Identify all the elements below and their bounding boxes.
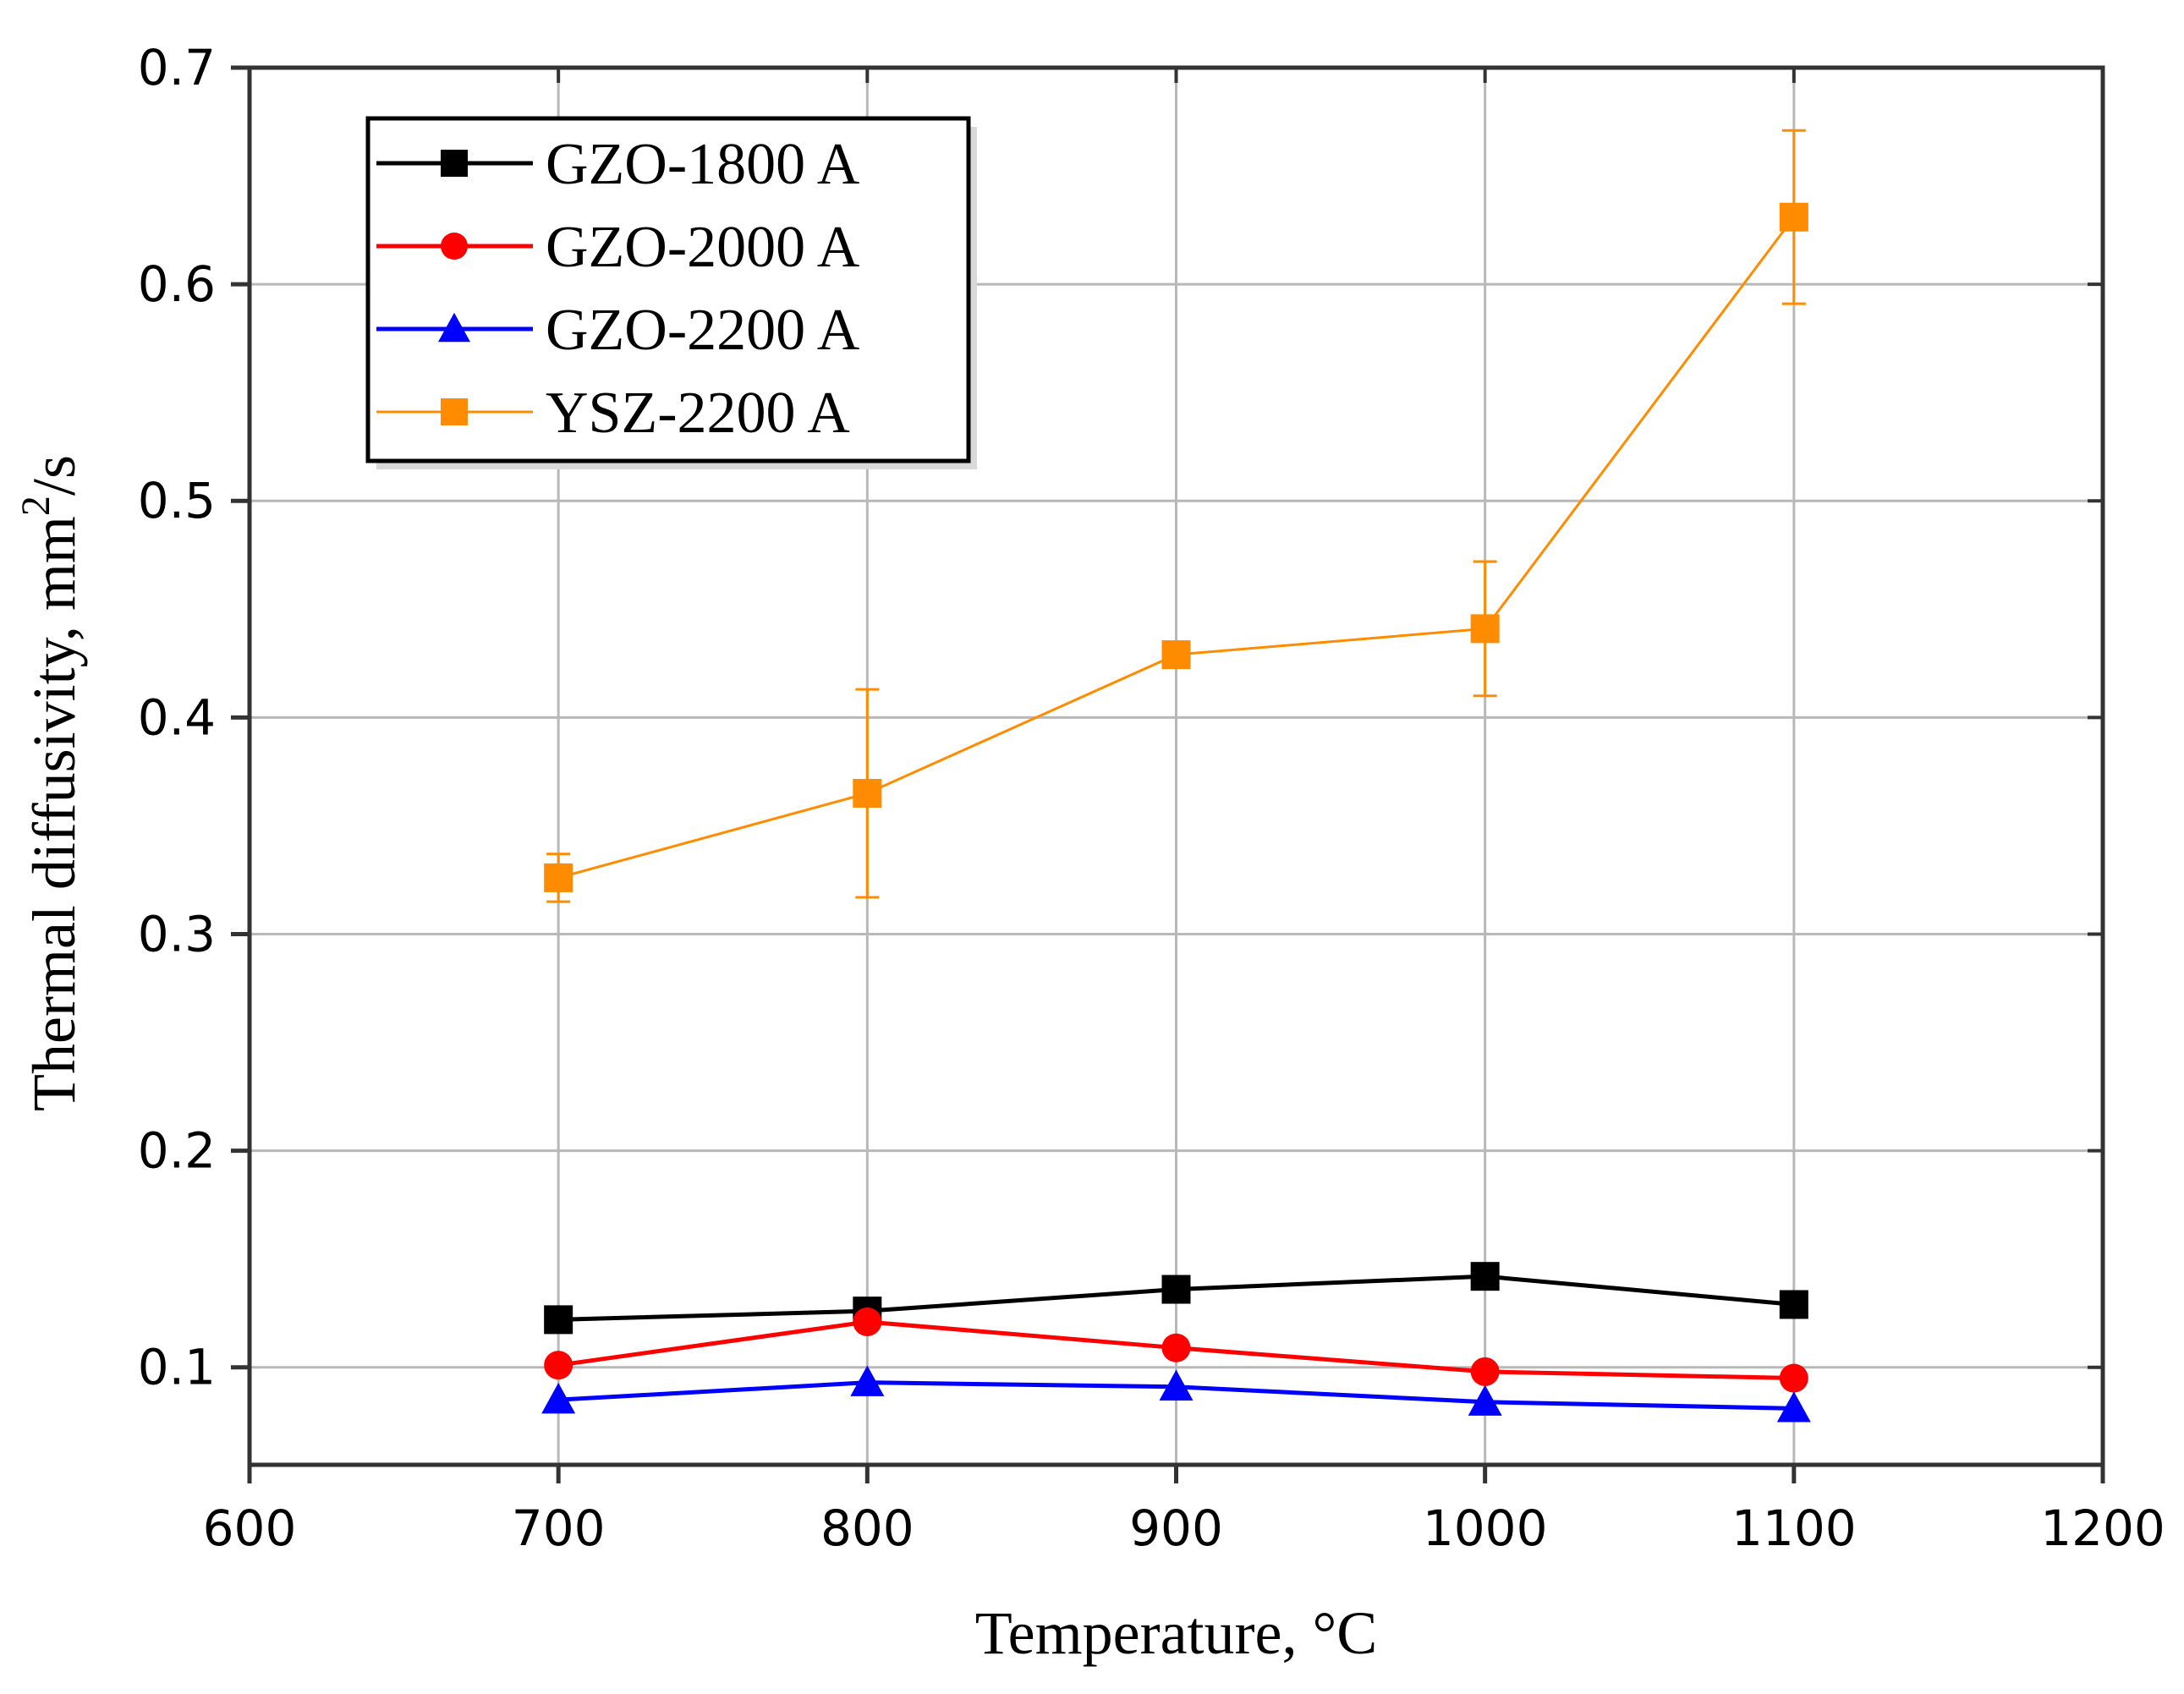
series-gzo-2200-a — [541, 1365, 1811, 1423]
data-point — [544, 1305, 573, 1335]
series-gzo-2000-a — [544, 1307, 1808, 1393]
legend-item: GZO-1800 A — [376, 132, 860, 197]
x-tick-label: 1100 — [1731, 1499, 1857, 1557]
data-point — [1161, 1275, 1191, 1304]
data-point — [1161, 640, 1191, 670]
x-tick-label: 1000 — [1423, 1499, 1548, 1557]
legend-marker — [441, 233, 468, 260]
y-axis-title-superscript: 2 — [14, 496, 58, 516]
data-point — [544, 863, 573, 892]
data-point — [1161, 1333, 1191, 1362]
legend-box — [365, 116, 971, 463]
series-ysz-2200-a — [544, 129, 1808, 903]
y-tick-label: 0.1 — [138, 1339, 216, 1396]
legend-item: YSZ-2200 A — [376, 381, 850, 446]
legend-label: GZO-2200 A — [546, 298, 860, 363]
data-point — [1776, 1391, 1811, 1423]
legend-marker — [438, 312, 470, 343]
y-axis-title-main: Thermal diffusivity, mm — [20, 516, 88, 1111]
y-tick-label: 0.5 — [138, 472, 216, 529]
x-tick-label: 900 — [1129, 1499, 1223, 1557]
legend-marker — [441, 398, 468, 425]
y-axis-title: Thermal diffusivity, mm2/s — [14, 455, 88, 1111]
y-tick-label: 0.3 — [138, 905, 216, 962]
data-point — [544, 1351, 573, 1380]
x-axis-title: Temperature, °C — [975, 1599, 1378, 1667]
data-point — [1470, 1262, 1500, 1291]
data-point — [1468, 1384, 1502, 1416]
y-tick-label: 0.2 — [138, 1122, 216, 1180]
x-tick-label: 1200 — [2040, 1499, 2165, 1557]
data-point — [1470, 614, 1500, 644]
data-point — [853, 779, 882, 809]
legend-label: YSZ-2200 A — [546, 381, 850, 446]
y-tick-label: 0.4 — [138, 688, 216, 746]
legend-item: GZO-2200 A — [376, 298, 860, 363]
data-point — [1779, 1290, 1808, 1319]
y-axis-title-tail: /s — [20, 455, 88, 496]
data-point — [1779, 1363, 1808, 1393]
series-gzo-1800-a — [544, 1262, 1808, 1335]
legend-item: GZO-2000 A — [376, 215, 860, 280]
x-tick-label: 700 — [512, 1499, 606, 1557]
legend: GZO-1800 A GZO-2000 A GZO-2200 A YSZ-2200 A — [365, 116, 977, 469]
legend-label: GZO-2000 A — [546, 215, 860, 280]
legend-label: GZO-1800 A — [546, 132, 860, 197]
x-tick-label: 600 — [203, 1499, 297, 1557]
y-tick-label: 0.7 — [138, 39, 216, 96]
series — [541, 129, 1811, 1423]
x-tick-label: 800 — [820, 1499, 914, 1557]
data-point — [541, 1383, 576, 1414]
data-point — [850, 1365, 885, 1396]
data-point — [1159, 1369, 1194, 1401]
axis-ticks: 600 700 800 900 1000 1100 1200 0.1 0.2 0.3 0.4 0.5 0… — [138, 39, 2165, 1557]
data-point — [1779, 202, 1808, 232]
data-point — [1470, 1357, 1500, 1386]
legend-marker — [441, 150, 468, 177]
y-tick-label: 0.6 — [138, 255, 216, 313]
data-point — [853, 1307, 882, 1336]
